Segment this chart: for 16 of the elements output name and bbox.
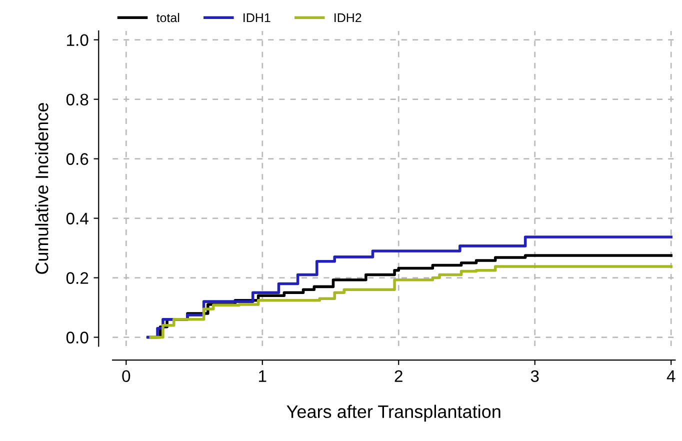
x-tick-label: 0 — [122, 370, 130, 382]
x-tick-label: 1 — [259, 370, 266, 382]
x-tick-label: 2 — [394, 370, 402, 382]
x-axis-title: Years after Transplantation — [286, 404, 500, 422]
x-tick-label: 3 — [530, 370, 539, 382]
y-tick-label: 0.0 — [66, 332, 88, 344]
y-tick-label: 0.6 — [66, 153, 88, 165]
y-tick-label: 0.4 — [66, 212, 88, 224]
y-axis-title: Cumulative Incidence — [35, 103, 48, 274]
y-tick-label: 0.8 — [66, 94, 88, 106]
y-tick-label: 1.0 — [67, 34, 88, 46]
legend-label: IDH1 — [244, 13, 270, 22]
x-tick-label: 4 — [666, 370, 676, 382]
y-tick-label: 0.2 — [66, 272, 88, 284]
legend-label: IDH2 — [334, 13, 362, 22]
legend-label: total — [156, 12, 180, 22]
